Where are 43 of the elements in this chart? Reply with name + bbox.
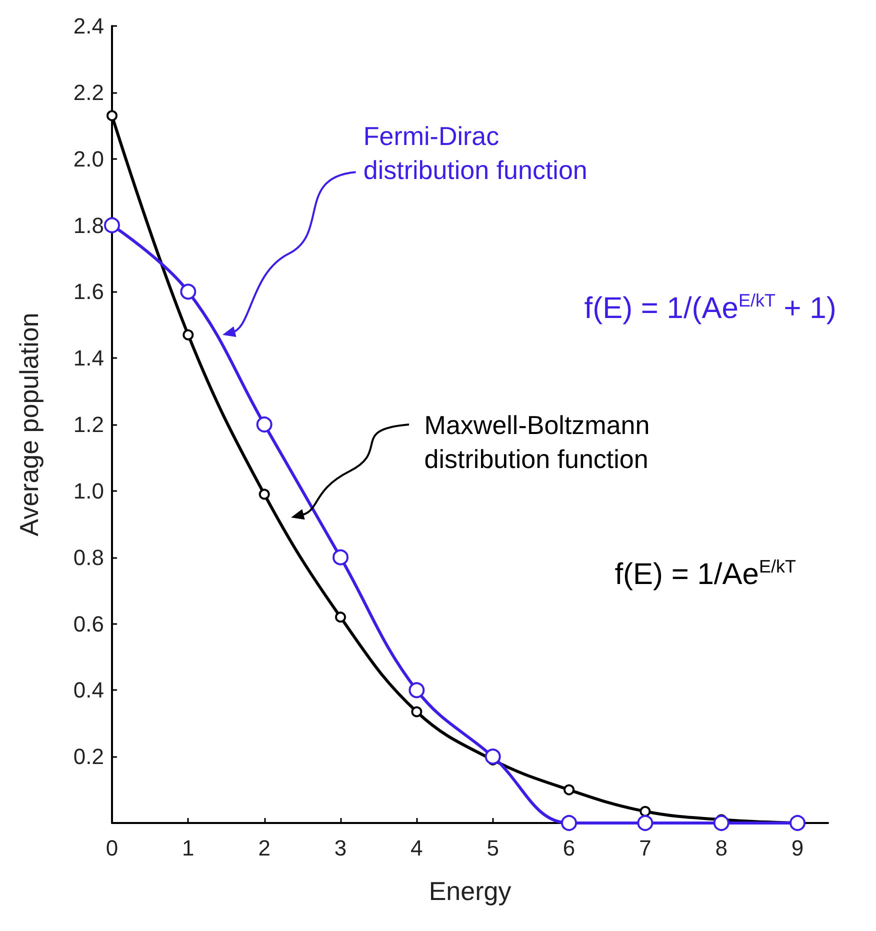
text: Fermi-Dirac distribution function — [363, 120, 588, 185]
x-tick-label: 2 — [258, 836, 270, 860]
y-tick-label: 0.4 — [73, 678, 104, 703]
x-tick-label: 7 — [639, 836, 652, 860]
y-tick-label: 2.0 — [73, 146, 104, 172]
point — [258, 488, 270, 500]
x-tick-label: 5 — [486, 836, 499, 860]
y-tick-label: 1.8 — [73, 212, 104, 238]
x-axis-title: Energy — [428, 876, 512, 906]
y-axis-title: Average population — [14, 312, 44, 536]
point — [335, 612, 346, 623]
x-tick-label: 1 — [182, 836, 194, 860]
point — [637, 815, 654, 831]
x-tick-label: 4 — [410, 836, 423, 860]
y-tick-label: 0.6 — [73, 611, 104, 636]
y-tick-label: 1.0 — [73, 478, 104, 504]
point — [182, 329, 194, 340]
y-tick-label: 2.2 — [73, 80, 104, 105]
point — [104, 217, 120, 234]
y-tick-label: 0.8 — [73, 544, 104, 570]
y-tick-label: 2.4 — [73, 14, 104, 38]
x-tick-label: 3 — [334, 836, 347, 860]
y-tick-label: 1.4 — [73, 346, 104, 371]
point — [411, 706, 422, 718]
point — [180, 284, 196, 300]
point — [484, 748, 501, 765]
point — [408, 682, 425, 698]
point — [640, 806, 651, 817]
point — [256, 416, 272, 432]
point — [564, 784, 575, 796]
y-tick-label: 1.6 — [73, 279, 104, 304]
point — [561, 815, 578, 831]
x-tick-label: 8 — [715, 836, 728, 860]
text: Maxwell-Boltzmann distribution function — [424, 410, 650, 474]
x-tick-label: 0 — [106, 836, 118, 860]
y-tick-label: 0.2 — [73, 744, 104, 770]
point — [790, 815, 806, 831]
point — [332, 549, 349, 566]
x-tick-label: 6 — [562, 836, 576, 860]
y-tick-label: 1.2 — [73, 412, 104, 437]
point — [713, 815, 730, 831]
x-tick-label: 9 — [791, 836, 804, 860]
point — [106, 110, 118, 122]
